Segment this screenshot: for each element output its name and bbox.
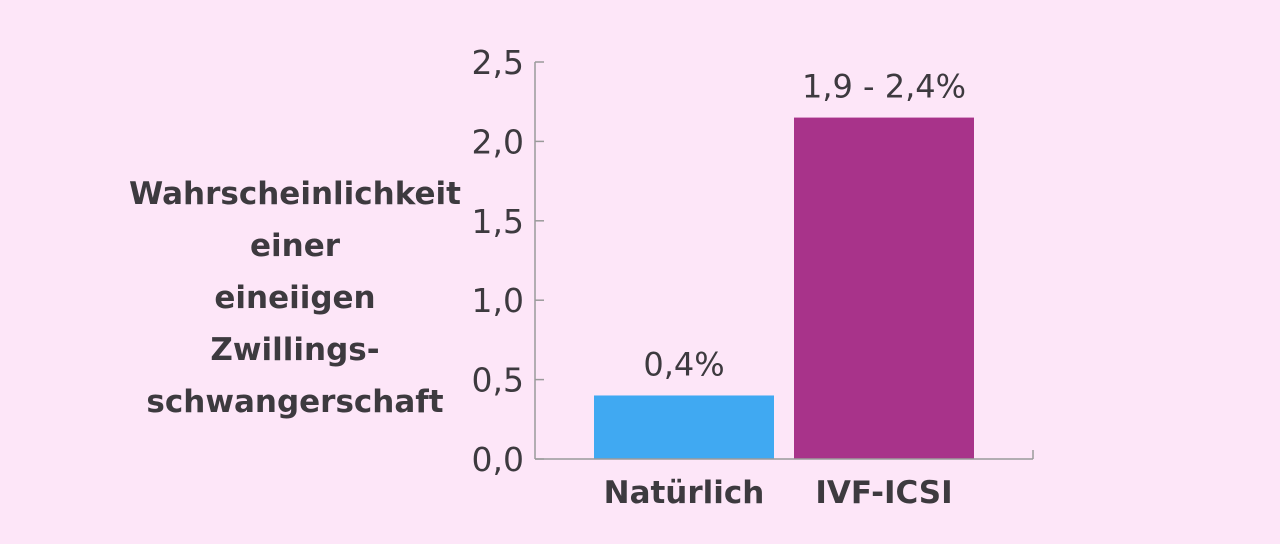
- y-tick-label: 0,5: [472, 361, 524, 400]
- y-axis-label: Wahrscheinlichkeit einer eineiigen Zwill…: [120, 168, 470, 428]
- y-axis-label-line: Zwillings-: [210, 332, 380, 368]
- data-label: 0,4%: [643, 345, 724, 383]
- y-axis-label-line: eineiigen: [214, 280, 376, 316]
- bar: [794, 117, 974, 459]
- y-tick-label: 2,5: [472, 43, 524, 82]
- y-tick-label: 0,0: [472, 440, 524, 479]
- x-category-label: Natürlich: [604, 475, 765, 511]
- y-axis-label-line: einer: [249, 228, 341, 264]
- data-label: 1,9 - 2,4%: [802, 68, 966, 106]
- y-tick-label: 1,0: [472, 281, 524, 320]
- y-axis-label-line: Wahrscheinlichkeit: [129, 176, 461, 212]
- x-category-label: IVF-ICSI: [815, 475, 952, 511]
- bar: [594, 395, 774, 459]
- y-axis-label-line: schwangerschaft: [146, 384, 444, 420]
- y-tick-label: 1,5: [472, 202, 524, 241]
- y-tick-label: 2,0: [472, 122, 524, 161]
